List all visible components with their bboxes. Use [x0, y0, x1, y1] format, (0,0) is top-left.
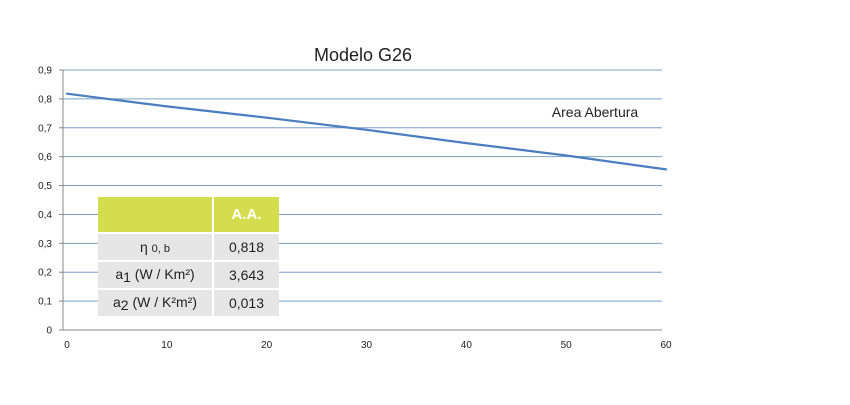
y-tick-label: 0,6 [38, 152, 52, 163]
table-row-value: 3,643 [214, 260, 279, 288]
series-line [65, 92, 668, 171]
x-tick-label: 0 [64, 340, 70, 351]
y-tick-labels: 0 0,1 0,2 0,3 0,4 0,5 0,6 0,7 0,8 0,9 [38, 66, 52, 337]
x-tick-label: 60 [660, 340, 672, 351]
x-tick-label: 50 [561, 340, 573, 351]
y-tick-label: 0,9 [38, 66, 52, 77]
a1-unit: (W / Km²) [130, 265, 195, 282]
table-row: a2 (W / K²m²) 0,013 [98, 288, 279, 316]
table-header-blank [98, 197, 214, 232]
coefficient-table: A.A. η 0, b 0,818 a1 (W / Km²) 3,643 a2 … [98, 197, 279, 316]
legend-series-label: Area Abertura [552, 104, 639, 120]
table-row: a1 (W / Km²) 3,643 [98, 260, 279, 288]
grid [63, 69, 662, 302]
a2-symbol: a [112, 293, 121, 310]
a2-subscript: 2 [120, 296, 129, 313]
x-tick-label: 20 [261, 340, 273, 351]
y-tick-label: 0,1 [38, 297, 52, 308]
a2-unit: (W / K²m²) [128, 293, 197, 310]
x-tick-label: 10 [161, 340, 173, 351]
table-row-value: 0,818 [214, 232, 279, 260]
y-tick-label: 0,4 [38, 210, 52, 221]
y-tick-label: 0,8 [38, 94, 52, 105]
a1-symbol: a [115, 265, 124, 282]
y-tick-label: 0,2 [38, 268, 52, 279]
x-tick-label: 40 [461, 340, 473, 351]
eta-symbol: η [139, 239, 148, 255]
table-header-row: A.A. [98, 197, 279, 232]
y-tick-label: 0,7 [38, 123, 52, 134]
a1-subscript: 1 [123, 268, 131, 285]
x-tick-label: 30 [361, 340, 373, 351]
series [65, 92, 668, 171]
table-row: η 0, b 0,818 [98, 232, 279, 260]
x-tick-labels: 0 10 20 30 40 50 60 [64, 340, 672, 351]
y-tick-label: 0 [46, 326, 52, 337]
table-row-label: a1 (W / Km²) [98, 260, 214, 288]
table-row-label: η 0, b [98, 232, 214, 260]
axes [59, 69, 662, 331]
chart-title: Modelo G26 [314, 45, 412, 65]
y-tick-label: 0,3 [38, 239, 52, 250]
table-row-label: a2 (W / K²m²) [98, 288, 214, 316]
table-header-aa: A.A. [214, 197, 279, 232]
eta-subscript: 0, b [151, 243, 171, 255]
y-tick-label: 0,5 [38, 181, 52, 192]
table-row-value: 0,013 [214, 288, 279, 316]
